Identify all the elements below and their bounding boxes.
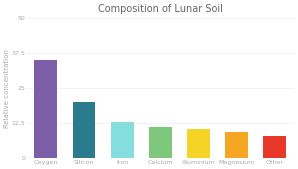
Bar xyxy=(111,122,134,159)
Bar xyxy=(149,127,172,159)
Bar xyxy=(225,132,248,159)
Bar xyxy=(73,102,95,159)
Bar xyxy=(35,60,57,159)
Title: Composition of Lunar Soil: Composition of Lunar Soil xyxy=(98,4,223,14)
Bar xyxy=(187,129,210,159)
Y-axis label: Relative concentration: Relative concentration xyxy=(4,49,10,128)
Bar xyxy=(263,136,286,159)
